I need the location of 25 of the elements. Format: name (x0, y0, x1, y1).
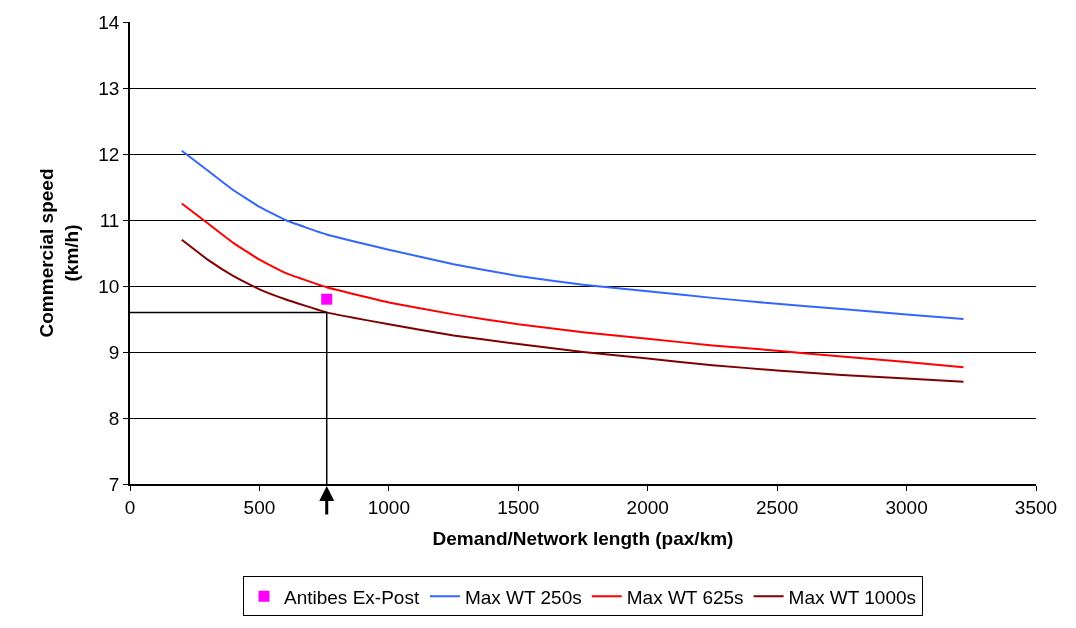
y-axis-title: Commercial speed (km/h) (35, 168, 82, 338)
legend-label: Max WT 1000s (788, 586, 917, 608)
line-series (180, 149, 965, 320)
x-tick-label: 2500 (756, 496, 799, 518)
legend-label: Max WT 625s (626, 586, 744, 608)
x-tick-label: 3000 (885, 496, 928, 518)
y-tick-label: 11 (99, 209, 120, 231)
y-tick-label: 13 (98, 77, 120, 99)
y-tick-label: 12 (98, 143, 120, 165)
y-tick-label: 8 (108, 407, 120, 429)
line-series (180, 202, 965, 369)
x-tick-label: 0 (124, 496, 136, 518)
legend-label: Max WT 250s (464, 586, 582, 608)
x-tick-label: 500 (243, 496, 276, 518)
y-tick-label: 9 (108, 341, 120, 363)
x-tick-label: 1500 (497, 496, 540, 518)
legend-label: Antibes Ex-Post (284, 586, 420, 608)
line-series (180, 238, 965, 383)
x-axis-title: Demand/Network length (pax/km) (432, 527, 734, 549)
x-tick-label: 1000 (367, 496, 410, 518)
x-tick-label: 2000 (626, 496, 669, 518)
y-tick-label: 7 (108, 473, 120, 495)
y-tick-label: 14 (98, 11, 120, 33)
y-tick-label: 10 (98, 275, 120, 297)
x-tick-label: 3500 (1014, 496, 1058, 518)
